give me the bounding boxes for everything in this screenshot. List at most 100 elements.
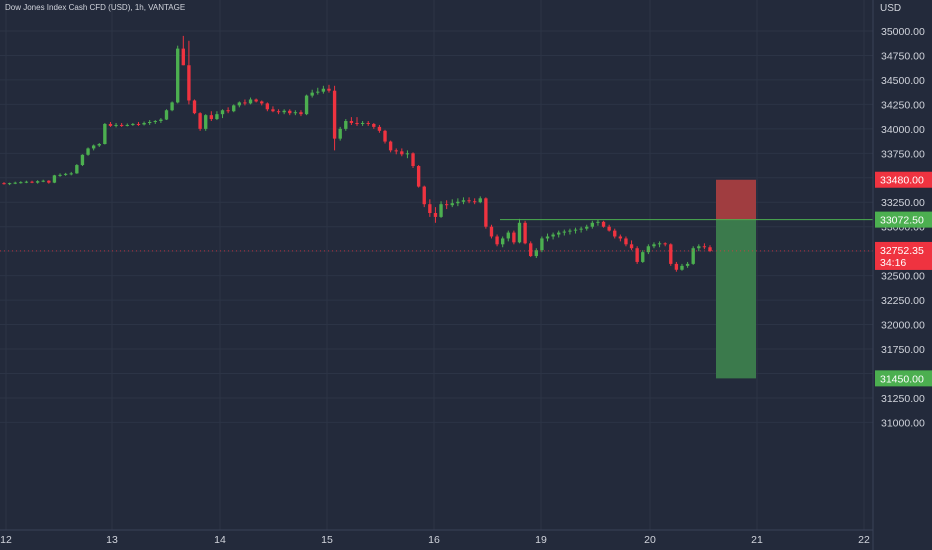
candle-body [58, 174, 62, 176]
candle-body [86, 148, 90, 155]
candle-body [624, 238, 628, 245]
candle-body [75, 165, 79, 174]
candle-body [332, 90, 337, 139]
candle-body [562, 231, 566, 233]
candle-body [276, 111, 281, 113]
price-tick-label: 31750.00 [881, 344, 925, 356]
candle-body [344, 121, 348, 129]
candle-body [327, 88, 331, 91]
candle-body [557, 232, 561, 235]
time-tick-label: 13 [106, 534, 118, 546]
time-tick-label: 16 [428, 534, 440, 546]
candle-body [708, 247, 712, 251]
candle-body [629, 244, 634, 249]
price-tick-label: 32250.00 [881, 295, 925, 307]
candle-body [590, 222, 595, 227]
price-tick-label: 31250.00 [881, 393, 925, 405]
candle-body [338, 128, 342, 139]
candle-body [685, 263, 690, 266]
position-zones [716, 179, 756, 379]
candle-body [657, 243, 662, 245]
candle-body [153, 121, 157, 123]
candle-body [517, 222, 522, 243]
chart-title: Dow Jones Index Cash CFD (USD), 1h, VANT… [5, 3, 186, 12]
price-tick-label: 32000.00 [881, 320, 925, 332]
candle-body [366, 122, 370, 124]
entry-price-tag-box [875, 211, 932, 228]
candle-body [484, 198, 488, 227]
target-price-tag-box [875, 370, 932, 387]
price-axis[interactable]: 35000.00 34750.00 34500.00 34250.00 34000.00… [872, 0, 925, 550]
time-tick-label: 15 [321, 534, 333, 546]
candle-body [204, 115, 208, 129]
time-tick-label: 14 [214, 534, 226, 546]
candle-body [523, 222, 527, 244]
candle-body [355, 122, 359, 124]
candle-body [288, 110, 292, 114]
candle-body [316, 91, 320, 93]
current-price-tag-box [875, 241, 932, 270]
candle-body [310, 92, 314, 96]
candle-body [254, 99, 258, 102]
candle-body [394, 150, 398, 152]
candle-body [439, 204, 443, 217]
candle-body [450, 203, 454, 206]
candle-body [164, 110, 169, 120]
candle-body [545, 236, 550, 239]
price-tick-label: 33250.00 [881, 197, 925, 209]
candle-body [489, 226, 494, 237]
candle-body [114, 124, 118, 126]
candle-body [388, 141, 393, 151]
candle-body [697, 246, 701, 249]
candle-body [702, 246, 707, 248]
candle-body [416, 166, 421, 187]
entry-level-line [0, 219, 873, 252]
price-tick-label: 34500.00 [881, 75, 925, 87]
candle-body [613, 230, 617, 237]
price-tick-label: 34750.00 [881, 50, 925, 62]
time-tick-label: 22 [858, 534, 870, 546]
candle-body [585, 226, 589, 229]
price-tick-label: 31000.00 [881, 417, 925, 429]
stop-loss-zone [716, 179, 756, 220]
candle-body [674, 263, 679, 270]
candle-body [618, 236, 623, 239]
candle-body [125, 124, 129, 126]
candle-body [529, 243, 533, 257]
candle-body [467, 200, 471, 202]
candle-body [192, 100, 197, 114]
candle-body [35, 181, 40, 183]
candle-body [433, 213, 438, 217]
candle-body [377, 126, 382, 131]
candle-body [260, 101, 264, 104]
candle-body [103, 123, 107, 145]
candle-body [237, 102, 242, 106]
candle-body [691, 248, 695, 264]
candle-body [428, 204, 432, 214]
candle-body [663, 243, 667, 245]
price-tick-label: 35000.00 [881, 26, 925, 38]
candle-body [108, 123, 113, 126]
time-tick-label: 20 [644, 534, 656, 546]
candle-body [52, 175, 57, 183]
candle-body [63, 173, 68, 175]
current-price-tag: 32752.35 [880, 245, 924, 257]
candle-body [142, 122, 146, 125]
candle-body [534, 250, 538, 257]
candle-body [148, 122, 152, 124]
stop-price-tag-box [875, 171, 932, 188]
candle-body [91, 145, 96, 149]
time-axis[interactable]: 12 13 14 15 16 19 20 21 22 [0, 529, 873, 546]
candle-body [215, 114, 219, 120]
candle-body [198, 113, 202, 129]
candle-body [669, 244, 673, 264]
candle-body [80, 154, 85, 166]
candle-body [271, 109, 275, 112]
candle-body [187, 65, 191, 101]
candle-body [243, 102, 247, 104]
countdown-tag: 34:16 [880, 257, 906, 269]
candle-body [444, 204, 449, 206]
candle-body [652, 244, 656, 247]
